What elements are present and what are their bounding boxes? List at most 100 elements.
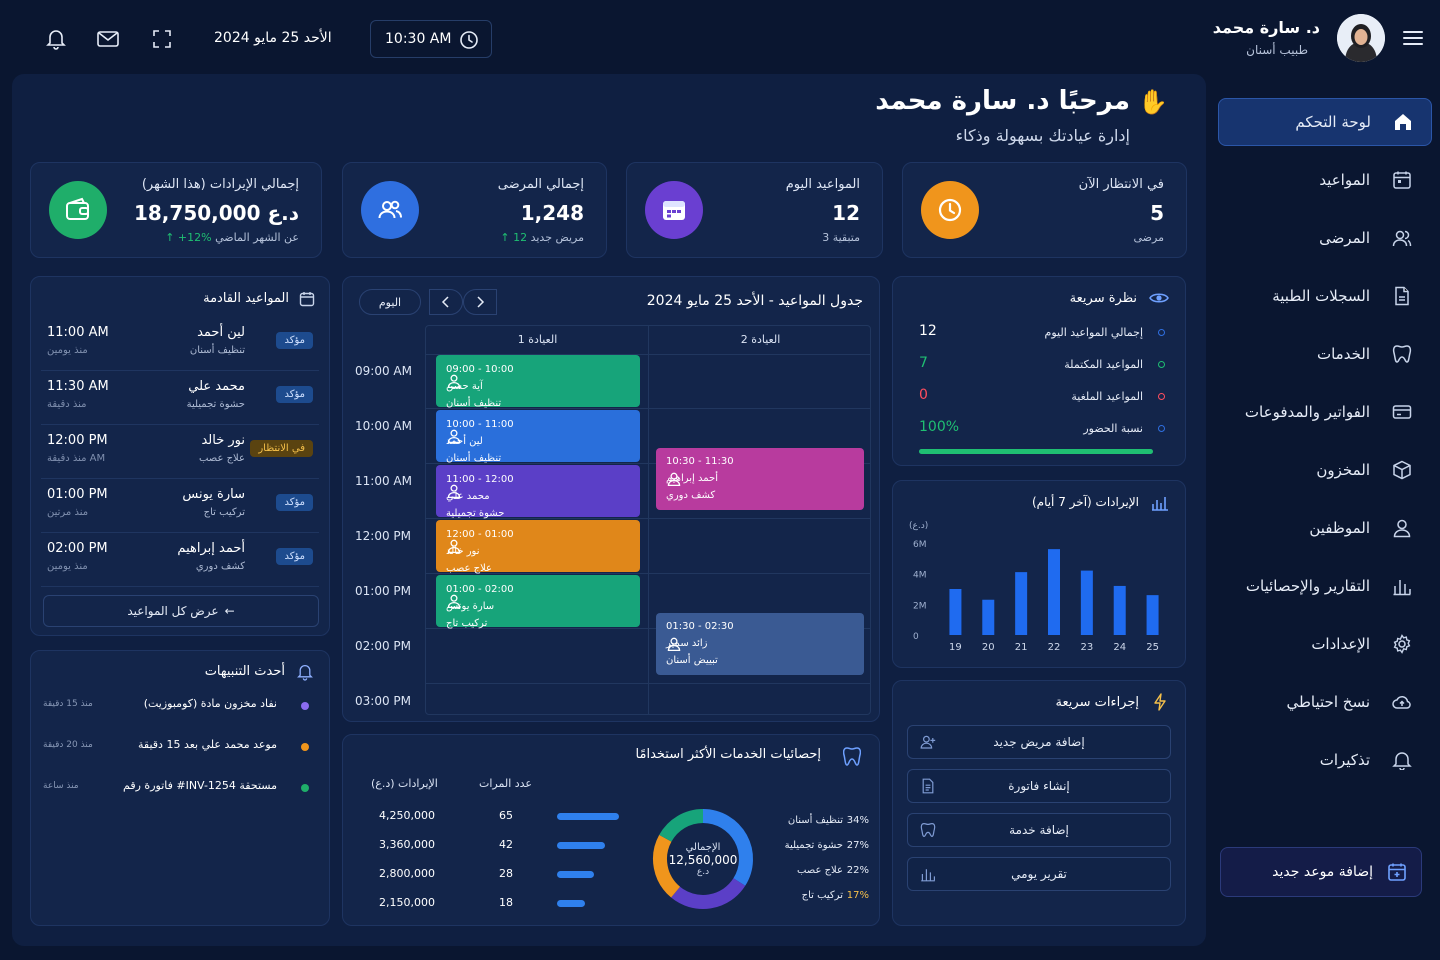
- revenue-title: الإيرادات (آخر 7 أيام): [1031, 495, 1139, 509]
- wave-icon: ✋: [1138, 88, 1168, 116]
- event-patient: زائد سمير: [666, 637, 708, 649]
- status-badge: مؤكد: [276, 494, 313, 511]
- event-service: تنظيف أسنان: [446, 398, 502, 409]
- sidebar-item-label: التقارير والإحصائيات: [1245, 577, 1370, 595]
- x-tick-label: 21: [1015, 642, 1028, 653]
- appointment-ago: منذ دقيقة: [47, 399, 87, 410]
- tooth-icon: [843, 747, 861, 767]
- sidebar-item-file[interactable]: السجلات الطبية: [1212, 274, 1412, 318]
- fullscreen-icon[interactable]: [153, 30, 171, 48]
- notification-item[interactable]: موعد محمد علي بعد 15 دقيقة منذ 20 دقيقة: [41, 732, 319, 772]
- sidebar-item-user[interactable]: الموظفين: [1212, 506, 1412, 550]
- appointment-row[interactable]: مؤكد سارة يونس تركيب تاج 01:00 PM منذ مرتين: [41, 479, 319, 533]
- calendar-icon: [299, 291, 315, 307]
- sidebar-item-calendar[interactable]: المواعيد: [1212, 158, 1412, 202]
- calendar-event[interactable]: 12:00 - 01:00 نور خالد علاج عصب: [436, 520, 640, 574]
- calendar-event[interactable]: 10:30 - 11:30 أحمد إبراهيم كشف دوري: [656, 447, 864, 510]
- user-icon: [666, 471, 682, 487]
- menu-icon[interactable]: [1402, 28, 1424, 48]
- today-button[interactable]: اليوم: [359, 289, 421, 315]
- hour-label: 01:00 PM: [355, 584, 411, 598]
- bullet-icon: [1158, 425, 1165, 432]
- sidebar-item-label: المرضى: [1319, 229, 1370, 247]
- calendar-event[interactable]: 11:00 - 12:00 محمد علي حشوة تجميلية: [436, 465, 640, 519]
- grid-line: [426, 463, 870, 464]
- view-all-appointments-button[interactable]: عرض كل المواعيد ←: [43, 595, 319, 627]
- avatar[interactable]: [1337, 14, 1385, 62]
- legend-label: حشوة تجميلية: [784, 840, 843, 851]
- sidebar-item-box[interactable]: المخزون: [1212, 448, 1412, 492]
- event-service: تبييض أسنان: [666, 654, 718, 666]
- appointment-row[interactable]: مؤكد أحمد إبراهيم كشف دوري 02:00 PM منذ يومي…: [41, 533, 319, 587]
- quick-view-label: نسبة الحضور: [1083, 422, 1143, 435]
- x-tick-label: 23: [1080, 642, 1093, 653]
- notification-item[interactable]: نفاد مخزون مادة (كومبوزيت) منذ 15 دقيقة: [41, 691, 319, 731]
- service-revenue: 3,360,000: [379, 838, 435, 851]
- x-tick-label: 22: [1048, 642, 1061, 653]
- event-service: تنظيف أسنان: [446, 453, 502, 464]
- grid-line: [426, 518, 870, 519]
- stat-subtitle: مرضى: [1134, 231, 1164, 244]
- calendar-event[interactable]: 09:00 - 10:00 آية حسن تنظيف أسنان: [436, 355, 640, 409]
- time-box: 10:30 AM: [370, 20, 492, 58]
- calendar-event[interactable]: 01:30 - 02:30 زائد سمير تبييض أسنان: [656, 612, 864, 675]
- sidebar-item-chart[interactable]: التقارير والإحصائيات: [1212, 564, 1412, 608]
- quick-action-button[interactable]: إضافة مريض جديد: [907, 725, 1171, 759]
- appointment-row[interactable]: في الانتظار نور خالد علاج عصب 12:00 PM منذ د…: [41, 425, 319, 479]
- sidebar-item-users[interactable]: المرضى: [1212, 216, 1412, 260]
- users-icon: [1392, 228, 1412, 248]
- bell-icon[interactable]: [46, 28, 66, 50]
- x-tick-label: 24: [1113, 642, 1126, 653]
- sidebar-item-gear[interactable]: الإعدادات: [1212, 622, 1412, 666]
- patient-name: لين أحمد: [197, 325, 245, 340]
- mail-icon[interactable]: [97, 30, 119, 48]
- sidebar-item-home[interactable]: لوحة التحكم: [1218, 98, 1432, 146]
- revenue-unit: (د.ع): [909, 521, 929, 531]
- donut-legend-item: 27% حشوة تجميلية: [769, 840, 869, 858]
- quick-action-button[interactable]: تقرير يومي: [907, 857, 1171, 891]
- page-subtitle: إدارة عيادتك بسهولة وذكاء: [955, 126, 1130, 145]
- appointment-row[interactable]: مؤكد لين أحمد تنظيف أسنان 11:00 AM منذ يومين: [41, 317, 319, 371]
- event-patient: سارة يونس: [446, 601, 495, 612]
- status-badge: في الانتظار: [250, 440, 313, 457]
- event-time: 10:00 - 11:00: [446, 419, 514, 430]
- donut-legend-item: 17% تركيب تاج: [769, 890, 869, 908]
- notifications-card: أحدث التنبيهات نفاد مخزون مادة (كومبوزيت…: [30, 650, 330, 926]
- sidebar-item-tooth[interactable]: الخدمات: [1212, 332, 1412, 376]
- quick-view-card: نظرة سريعة إجمالي المواعيد اليوم 12 المواع…: [892, 276, 1186, 466]
- revenue-bar-chart: 6M 4M 2M 0 19 20 21 22 23 24 25: [913, 540, 1159, 653]
- revenue-bar: [1146, 595, 1159, 635]
- quick-action-button[interactable]: إنشاء فاتورة: [907, 769, 1171, 803]
- revenue-bar: [982, 599, 995, 635]
- stat-total-patients: إجمالي المرضى 1,248 ↑ 12 مريض جديد: [342, 162, 607, 258]
- quick-actions-card: إجراءات سريعة إضافة مريض جديد إنشاء فاتور…: [892, 680, 1186, 926]
- bullet-icon: [1158, 329, 1165, 336]
- next-day-button[interactable]: [463, 289, 497, 315]
- calendar-event[interactable]: 01:00 - 02:00 سارة يونس تركيب تاج: [436, 575, 640, 629]
- appointment-row[interactable]: مؤكد محمد علي حشوة تجميلية 11:30 AM منذ دقيق…: [41, 371, 319, 425]
- calendar-event[interactable]: 10:00 - 11:00 لين أحمد تنظيف أسنان: [436, 410, 640, 464]
- stat-subtitle: 3 متبقية: [822, 231, 860, 244]
- sidebar-item-cloud[interactable]: نسخ احتياطي: [1212, 680, 1412, 724]
- status-dot-icon: [301, 702, 309, 710]
- event-patient: آية حسن: [446, 381, 483, 392]
- quick-action-button[interactable]: إضافة خدمة: [907, 813, 1171, 847]
- service-count: 18: [499, 896, 513, 909]
- sidebar-item-bell[interactable]: تذكيرات: [1212, 738, 1412, 782]
- event-time: 11:00 - 12:00: [446, 474, 514, 485]
- notification-item[interactable]: فاتورة رقم #INV-1254 مستحقة منذ ساعة: [41, 773, 319, 813]
- attendance-bar-fill: [919, 449, 1153, 454]
- services-stats-card: إحصائيات الخدمات الأكثر استخدامًا عدد ال…: [342, 734, 880, 926]
- donut-unit: د.ع: [696, 866, 710, 877]
- grid-line: [426, 408, 870, 409]
- prev-day-button[interactable]: [429, 289, 463, 315]
- legend-percent: 27%: [846, 840, 869, 851]
- tooth-icon: [920, 822, 936, 838]
- hour-label: 10:00 AM: [355, 419, 412, 433]
- sidebar-item-card[interactable]: الفواتير والمدفوعات: [1212, 390, 1412, 434]
- users-icon: [361, 181, 419, 239]
- appointment-time: 11:30 AM: [47, 379, 109, 394]
- user-role: طبيب أسنان: [1246, 43, 1308, 57]
- add-appointment-button[interactable]: إضافة موعد جديد: [1220, 847, 1422, 897]
- event-service: علاج عصب: [446, 563, 493, 574]
